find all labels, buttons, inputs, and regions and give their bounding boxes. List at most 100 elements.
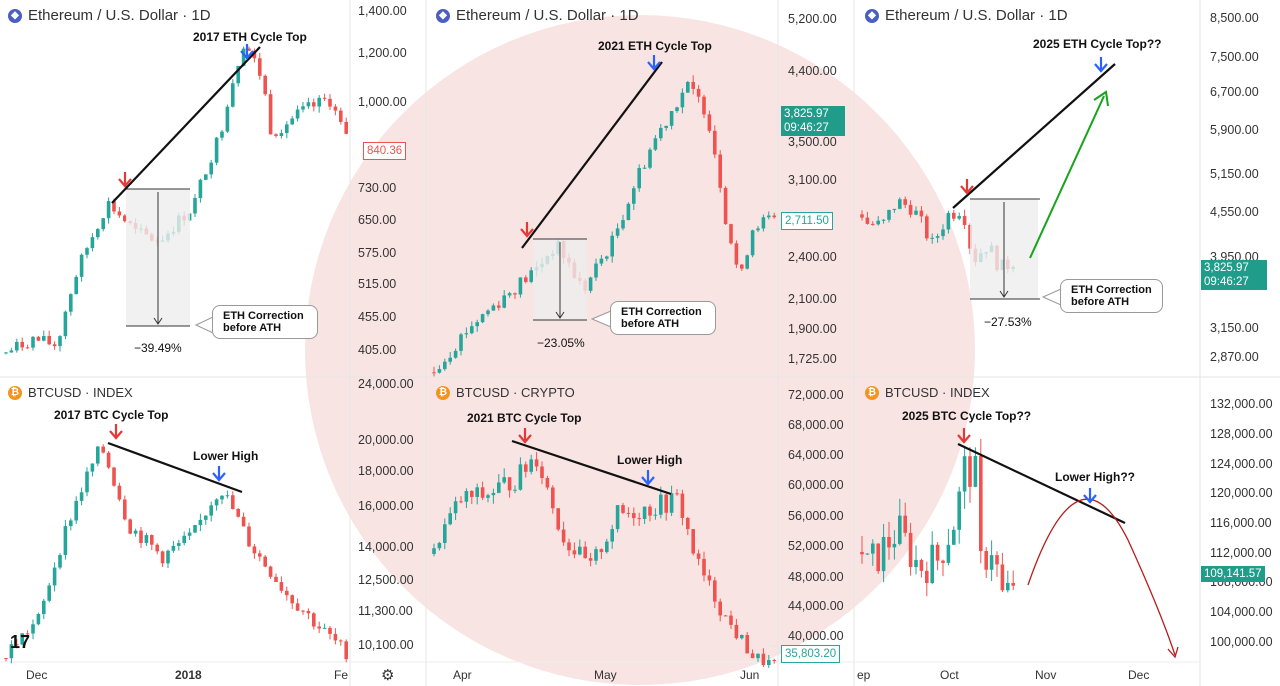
y-axis-tick: 104,000.00 [1210,605,1273,619]
y-axis-tick: 4,400.00 [788,64,837,78]
y-axis-tick: 5,200.00 [788,12,837,26]
candle-body [876,220,880,225]
candle-body [761,217,766,229]
candle-body [322,97,327,99]
candle-body [914,210,918,215]
candle-body [144,535,149,544]
y-axis-tick: 132,000.00 [1210,397,1273,411]
y-axis-tick: 48,000.00 [788,570,844,584]
candle-body [182,535,186,544]
candle-body [491,305,496,311]
candle-body [898,515,902,544]
candle-body [177,543,181,546]
candle-body [761,653,766,666]
eth-2021-countdown-tag: 09:46:27 [781,120,845,136]
candle-body [160,551,165,564]
candle-body [470,326,474,334]
candle-body [919,559,924,571]
candle-body [713,130,717,155]
y-axis-tick: 1,900.00 [788,322,837,336]
candle-body [578,546,582,555]
arrow-head [999,290,1009,298]
y-axis-tick: 120,000.00 [1210,486,1273,500]
candle-body [268,94,273,135]
candle-body [621,220,625,229]
candle-body [63,311,68,337]
candle-body [312,102,316,107]
marker-arrow-head [518,434,532,444]
callout-line: ETH Correction [621,306,702,318]
candle-body [572,550,577,555]
candle-body [306,102,311,107]
trend-line [111,46,261,204]
candle-body [58,555,62,568]
y-axis-tick: 2,870.00 [1210,350,1259,364]
candle-body [79,254,84,277]
y-axis-tick: 128,000.00 [1210,427,1273,441]
candle-body [925,216,929,239]
candle-body [524,277,528,282]
candle-body [274,576,278,583]
candle-body [90,463,95,472]
eth-2025-price-tag: 3,825.97 [1201,260,1267,276]
candle-body [258,58,262,76]
eth-2021-title: ◆ Ethereum / U.S. Dollar · 1D [436,7,639,24]
panel-title-text: BTCUSD · CRYPTO [456,385,575,400]
candle-body [25,633,30,635]
candle-body [605,541,609,553]
btc-2021-title: ₿ BTCUSD · CRYPTO [436,385,575,400]
projection-arrow-head [1093,90,1109,107]
candle-body [903,199,907,205]
y-axis-tick: 12,500.00 [358,573,414,587]
candle-body [648,506,652,516]
y-axis-tick: 116,000.00 [1210,516,1272,530]
candle-body [962,456,967,492]
y-axis-tick: 112,000.00 [1210,546,1272,560]
btc-2021-cycle-top-label: 2021 BTC Cycle Top [467,411,582,425]
candle-body [339,640,343,642]
candle-body [529,459,533,472]
candle-body [881,536,886,572]
candle-body [448,357,452,362]
candle-body [279,133,284,136]
candle-body [123,215,127,222]
candle-body [925,570,929,584]
candle-body [225,106,230,132]
y-axis-tick: 1,200.00 [358,46,407,60]
y-axis-tick: 20,000.00 [358,433,414,447]
candle-body [718,154,722,188]
candle-body [865,217,870,224]
candle-body [79,492,84,501]
candle-body [876,543,880,572]
candle-body [968,456,972,487]
candle-body [85,471,89,493]
candle-body [540,466,544,478]
y-axis-tick: 72,000.00 [788,388,844,402]
y-axis-tick: 1,400.00 [358,4,407,18]
candle-body [919,210,924,217]
y-axis-tick: 2,400.00 [788,250,837,264]
candle-body [198,179,203,199]
candle-body [696,88,701,97]
candle-body [729,224,733,244]
y-axis-tick: 40,000.00 [788,629,844,643]
candle-body [772,215,776,218]
ethereum-icon: ◆ [8,8,22,23]
settings-gear-icon[interactable]: ⚙ [381,667,395,684]
candle-body [214,499,219,506]
eth-2021-price-tag: 3,825.97 [781,106,845,122]
candle-body [247,48,251,51]
candle-body [756,228,760,231]
candle-body [328,627,332,634]
projection-arrow [1029,95,1105,259]
candle-body [892,543,897,548]
marker-arrow-head [647,61,661,71]
candle-body [193,198,197,214]
y-axis-tick: 52,000.00 [788,539,844,553]
candle-body [615,505,620,530]
candle-body [344,641,348,660]
candle-body [171,545,176,551]
candle-body [745,255,749,269]
panel-title-text: Ethereum / U.S. Dollar · 1D [28,7,211,24]
candle-body [187,532,192,536]
